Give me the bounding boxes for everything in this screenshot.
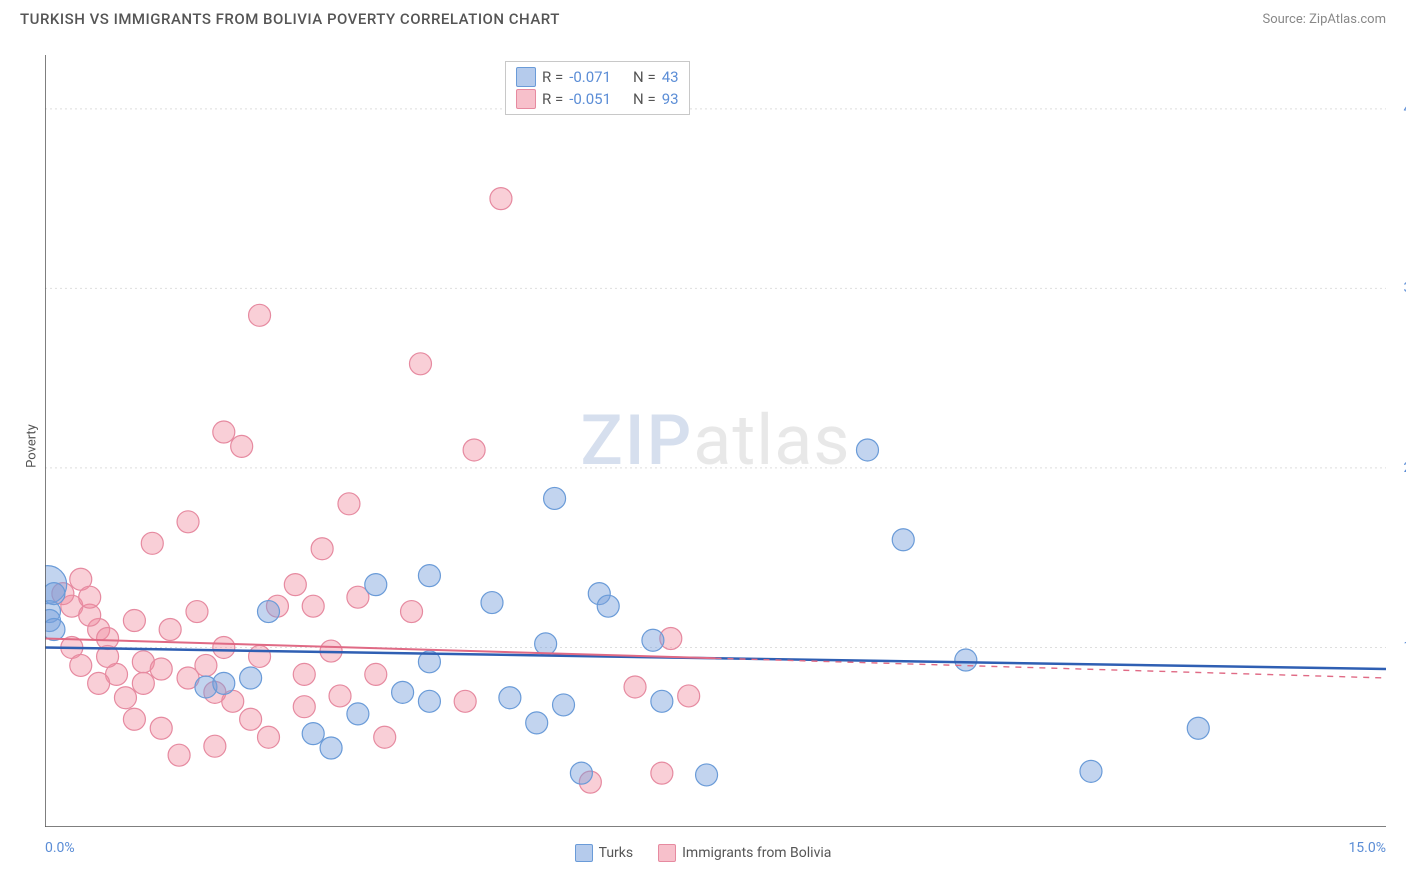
- r-value: -0.071: [569, 68, 611, 86]
- series-legend: Turks Immigrants from Bolivia: [0, 844, 1406, 862]
- y-axis-label: Poverty: [24, 424, 39, 468]
- n-label: N =: [633, 90, 656, 108]
- legend-label: Turks: [599, 845, 634, 861]
- legend-label: Immigrants from Bolivia: [682, 845, 831, 861]
- chart-container: ZIPatlas R = -0.071 N = 43 R = -0.051 N …: [45, 55, 1386, 827]
- r-label: R =: [542, 68, 563, 86]
- legend-swatch: [516, 67, 536, 87]
- correlation-legend-row: R = -0.051 N = 93: [516, 88, 679, 110]
- legend-swatch: [658, 844, 676, 862]
- scatter-chart: [45, 55, 1386, 827]
- r-value: -0.051: [569, 90, 611, 108]
- r-label: R =: [542, 90, 563, 108]
- correlation-legend: R = -0.071 N = 43 R = -0.051 N = 93: [505, 61, 690, 115]
- legend-item: Turks: [575, 844, 634, 862]
- legend-swatch: [516, 89, 536, 109]
- n-label: N =: [633, 68, 656, 86]
- n-value: 43: [662, 68, 679, 86]
- legend-item: Immigrants from Bolivia: [658, 844, 831, 862]
- chart-title: TURKISH VS IMMIGRANTS FROM BOLIVIA POVER…: [20, 10, 560, 28]
- header: TURKISH VS IMMIGRANTS FROM BOLIVIA POVER…: [0, 0, 1406, 28]
- correlation-legend-row: R = -0.071 N = 43: [516, 66, 679, 88]
- n-value: 93: [662, 90, 679, 108]
- source-label: Source: ZipAtlas.com: [1262, 12, 1386, 27]
- legend-swatch: [575, 844, 593, 862]
